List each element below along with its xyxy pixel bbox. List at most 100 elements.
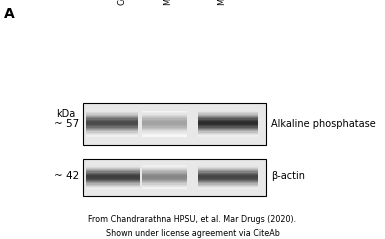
Bar [198, 125, 258, 126]
Bar [86, 131, 138, 133]
Bar [86, 135, 138, 137]
Bar [142, 184, 187, 185]
Bar [86, 134, 138, 135]
Bar [86, 120, 138, 121]
Bar [142, 122, 187, 124]
Bar [198, 128, 258, 129]
Bar [198, 171, 258, 173]
Text: A: A [4, 7, 15, 21]
Text: Alkaline phosphatase: Alkaline phosphatase [271, 119, 376, 129]
Bar [142, 131, 187, 133]
Bar [198, 126, 258, 128]
Bar [86, 133, 138, 134]
Text: β-actin: β-actin [271, 171, 305, 181]
Bar [198, 112, 258, 113]
Bar [198, 134, 258, 135]
Bar [198, 111, 258, 112]
Bar [198, 117, 258, 119]
Bar [86, 188, 140, 190]
Bar [198, 116, 258, 117]
Bar [86, 117, 138, 119]
Bar [83, 159, 266, 196]
Bar [142, 170, 187, 171]
Text: Modified SmPNPs: Modified SmPNPs [218, 0, 226, 5]
Bar [142, 181, 187, 182]
Bar [198, 165, 258, 167]
Bar [198, 184, 258, 185]
Bar [142, 169, 187, 170]
Bar [198, 174, 258, 175]
Bar [198, 168, 258, 169]
Bar [142, 119, 187, 120]
Bar [142, 115, 187, 116]
Bar [198, 122, 258, 124]
Bar [142, 134, 187, 135]
Bar [86, 130, 138, 131]
Bar [142, 133, 187, 134]
Bar [86, 184, 140, 185]
Bar [86, 187, 140, 188]
Text: kDa: kDa [56, 109, 75, 119]
Bar [86, 170, 140, 171]
Bar [198, 179, 258, 180]
Bar [83, 103, 266, 145]
Bar [142, 173, 187, 174]
Bar [198, 177, 258, 179]
Bar [198, 119, 258, 120]
Bar [142, 179, 187, 180]
Bar [86, 129, 138, 130]
Bar [198, 186, 258, 187]
Bar [86, 177, 140, 179]
Text: Control: Control [117, 0, 126, 5]
Bar [142, 124, 187, 125]
Bar [142, 120, 187, 121]
Bar [86, 171, 140, 173]
Bar [198, 120, 258, 121]
Bar [142, 188, 187, 190]
Bar [86, 119, 138, 120]
Bar [86, 179, 140, 180]
Bar [86, 182, 140, 184]
Bar [86, 174, 140, 175]
Bar [198, 181, 258, 182]
Bar [86, 113, 138, 115]
Bar [142, 128, 187, 129]
Bar [142, 116, 187, 117]
Bar [198, 176, 258, 177]
Bar [142, 176, 187, 177]
Bar [198, 115, 258, 116]
Bar [142, 171, 187, 173]
Bar [86, 176, 140, 177]
Bar [198, 173, 258, 174]
Text: ~ 42: ~ 42 [54, 171, 79, 181]
Bar [142, 187, 187, 188]
Bar [142, 186, 187, 187]
Text: From Chandrarathna HPSU, et al. Mar Drugs (2020).: From Chandrarathna HPSU, et al. Mar Drug… [89, 215, 296, 224]
Bar [86, 115, 138, 116]
Bar [142, 180, 187, 181]
Bar [86, 168, 140, 169]
Bar [198, 131, 258, 133]
Text: ~ 57: ~ 57 [54, 119, 79, 129]
Bar [142, 126, 187, 128]
Bar [86, 124, 138, 125]
Bar [198, 188, 258, 190]
Bar [142, 182, 187, 184]
Bar [198, 121, 258, 122]
Bar [86, 122, 138, 124]
Bar [142, 117, 187, 119]
Bar [142, 121, 187, 122]
Bar [198, 133, 258, 134]
Text: Shown under license agreement via CiteAb: Shown under license agreement via CiteAb [105, 228, 280, 238]
Bar [86, 186, 140, 187]
Bar [86, 169, 140, 170]
Bar [86, 173, 140, 174]
Bar [198, 185, 258, 186]
Bar [142, 130, 187, 131]
Bar [86, 126, 138, 128]
Bar [86, 128, 138, 129]
Bar [86, 125, 138, 126]
Bar [198, 167, 258, 168]
Bar [142, 111, 187, 112]
Bar [142, 125, 187, 126]
